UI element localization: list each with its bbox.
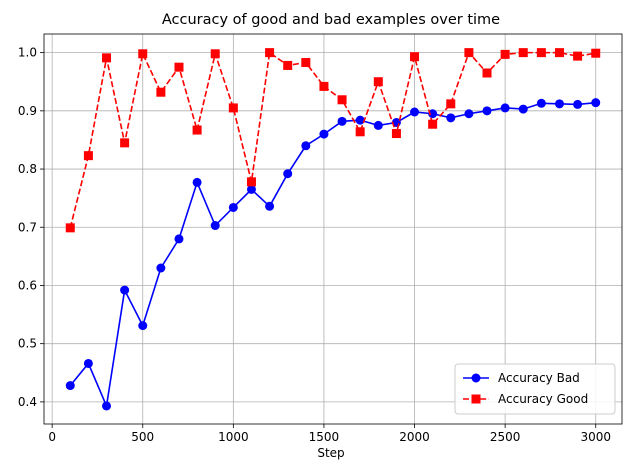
- x-tick-label: 1500: [309, 430, 340, 444]
- legend-box: [454, 363, 616, 415]
- x-tick-label: 0: [48, 430, 56, 444]
- legend-label: Accuracy Bad: [498, 371, 580, 385]
- x-tick-label: 1000: [218, 430, 249, 444]
- legend: Accuracy Bad Accuracy Good: [454, 363, 616, 415]
- y-tick-label: 0.9: [18, 104, 37, 118]
- accuracy-good-point: [138, 49, 148, 59]
- legend-point: [471, 394, 481, 404]
- accuracy-good-point: [410, 52, 420, 62]
- accuracy-good-point: [102, 53, 112, 63]
- chart-title: Accuracy of good and bad examples over t…: [162, 12, 500, 28]
- accuracy-good-point: [156, 87, 166, 97]
- accuracy-bad-line: [69, 101, 596, 409]
- accuracy-bad-point: [554, 99, 564, 109]
- x-tick-label: 3000: [580, 430, 611, 444]
- accuracy-bad-point: [265, 201, 275, 211]
- y-tick-label: 1.0: [18, 46, 37, 60]
- accuracy-bad-point: [228, 202, 238, 212]
- accuracy-bad-point: [518, 104, 528, 114]
- accuracy-bad-point: [156, 263, 166, 273]
- accuracy-bad-point: [138, 321, 148, 331]
- accuracy-good-point: [283, 60, 293, 70]
- accuracy-bad-point: [482, 106, 492, 116]
- accuracy-bad-point: [65, 381, 75, 391]
- accuracy-good-point: [500, 49, 510, 59]
- y-tick-label: 0.5: [18, 337, 37, 351]
- legend-entry-accuracy-good: Accuracy Good: [463, 392, 588, 406]
- accuracy-good-point: [65, 223, 75, 233]
- accuracy-bad-point: [210, 221, 220, 231]
- y-tick-label: 0.7: [18, 220, 37, 234]
- accuracy-bad-point: [246, 184, 256, 194]
- accuracy-bad-point: [192, 177, 202, 187]
- accuracy-good-point: [391, 129, 401, 139]
- accuracy-good-point: [518, 48, 528, 58]
- accuracy-good-point: [265, 48, 275, 58]
- accuracy-bad-point: [83, 358, 93, 368]
- plot-frame: [43, 33, 623, 425]
- y-tick-label: 0.6: [18, 278, 37, 292]
- accuracy-good-point: [174, 62, 184, 72]
- series-accuracy-good: [65, 48, 601, 233]
- accuracy-good-point: [228, 103, 238, 113]
- accuracy-bad-point: [283, 169, 293, 179]
- accuracy-bad-point: [591, 98, 601, 108]
- accuracy-good-line: [69, 50, 596, 229]
- legend-entry-accuracy-bad: Accuracy Bad: [463, 371, 580, 385]
- accuracy-bad-point: [337, 116, 347, 126]
- accuracy-good-point: [83, 151, 93, 161]
- accuracy-good-point: [373, 77, 383, 87]
- accuracy-bad-point: [373, 120, 383, 130]
- accuracy-bad-point: [102, 401, 112, 411]
- accuracy-good-point: [446, 99, 456, 109]
- accuracy-bad-point: [464, 109, 474, 119]
- accuracy-bad-point: [301, 141, 311, 151]
- x-tick-label: 2500: [490, 430, 521, 444]
- y-tick-label: 0.8: [18, 162, 37, 176]
- legend-label: Accuracy Good: [498, 392, 588, 406]
- accuracy-good-point: [319, 81, 329, 91]
- series-layer: [65, 48, 601, 411]
- accuracy-good-point: [301, 58, 311, 68]
- accuracy-good-point: [246, 177, 256, 187]
- accuracy-bad-point: [120, 285, 130, 295]
- accuracy-good-point: [482, 68, 492, 78]
- accuracy-good-point: [536, 48, 546, 58]
- accuracy-good-point: [355, 127, 365, 137]
- accuracy-bad-point: [355, 115, 365, 125]
- accuracy-bad-point: [428, 109, 438, 119]
- accuracy-good-point: [337, 95, 347, 105]
- accuracy-good-point: [428, 119, 438, 129]
- x-tick-label: 2000: [399, 430, 430, 444]
- accuracy-good-point: [192, 125, 202, 135]
- accuracy-good-point: [554, 48, 564, 58]
- axis-ticks: 0 500 1000 1500 2000 2500 3000 0.4 0.5 0.6 0.7 0.8 0…: [18, 46, 611, 444]
- accuracy-good-point: [464, 48, 474, 58]
- accuracy-bad-point: [573, 99, 583, 109]
- accuracy-bad-point: [174, 234, 184, 244]
- accuracy-good-point: [573, 51, 583, 61]
- accuracy-good-point: [210, 49, 220, 59]
- accuracy-bad-point: [536, 98, 546, 108]
- x-axis-label: Step: [317, 446, 344, 460]
- accuracy-bad-point: [446, 113, 456, 123]
- x-tick-label: 500: [131, 430, 154, 444]
- legend-point: [471, 373, 481, 383]
- accuracy-good-point: [120, 138, 130, 148]
- accuracy-bad-point: [500, 103, 510, 113]
- series-accuracy-bad: [65, 98, 601, 411]
- accuracy-bad-point: [410, 107, 420, 117]
- accuracy-good-point: [591, 48, 601, 58]
- y-tick-label: 0.4: [18, 395, 37, 409]
- accuracy-bad-point: [319, 129, 329, 139]
